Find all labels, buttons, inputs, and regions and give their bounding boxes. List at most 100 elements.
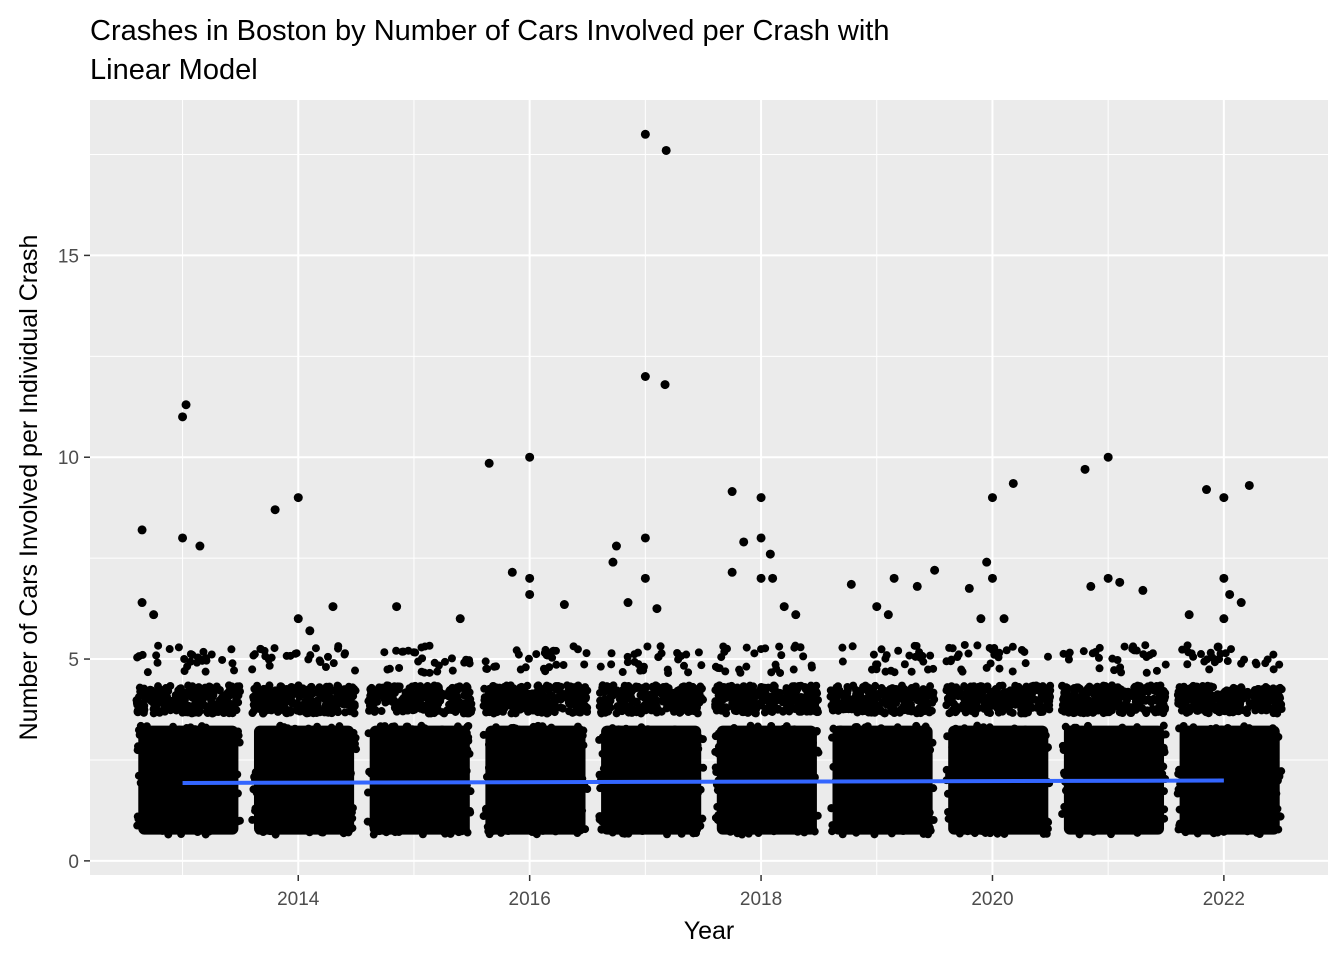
point (227, 645, 236, 654)
point (670, 707, 679, 716)
point (860, 813, 869, 822)
point (1222, 822, 1231, 831)
point (923, 830, 932, 839)
point (184, 772, 193, 781)
point (765, 802, 774, 811)
point (921, 789, 930, 798)
point (1151, 806, 1160, 815)
point (151, 789, 160, 798)
point (596, 662, 605, 671)
point (866, 741, 875, 750)
point (427, 748, 436, 757)
point (550, 748, 559, 757)
point (541, 765, 550, 774)
point (1021, 659, 1030, 668)
point (976, 803, 985, 812)
point (955, 829, 964, 838)
point (884, 729, 893, 738)
point (982, 782, 991, 791)
point (482, 708, 491, 717)
point (721, 667, 730, 676)
point (942, 701, 951, 710)
point (1097, 804, 1106, 813)
point (1272, 789, 1281, 798)
point (173, 763, 182, 772)
point (1196, 734, 1205, 743)
point (400, 821, 409, 830)
point (278, 810, 287, 819)
point (799, 652, 808, 661)
point (848, 739, 857, 748)
point (137, 729, 146, 738)
point (1195, 765, 1204, 774)
point (1007, 808, 1016, 817)
point (344, 783, 353, 792)
point (1127, 786, 1136, 795)
point (175, 725, 184, 734)
point (754, 823, 763, 832)
point (1066, 820, 1075, 829)
point (519, 694, 528, 703)
point (133, 653, 142, 662)
point (947, 655, 956, 664)
point (578, 731, 587, 740)
point (640, 736, 649, 745)
point (555, 687, 564, 696)
point (1158, 730, 1167, 739)
point (841, 701, 850, 710)
point (230, 705, 239, 714)
point (415, 696, 424, 705)
point (789, 665, 798, 674)
point (994, 765, 1003, 774)
point (607, 649, 616, 658)
point (1253, 828, 1262, 837)
point (872, 739, 881, 748)
point (646, 748, 655, 757)
point (915, 762, 924, 771)
point (553, 787, 562, 796)
point (596, 784, 605, 793)
point (858, 806, 867, 815)
point (647, 816, 656, 825)
point (715, 743, 724, 752)
point (206, 683, 215, 692)
point (1010, 724, 1019, 733)
point (339, 816, 348, 825)
point (261, 688, 270, 697)
point (261, 652, 270, 661)
point (662, 769, 671, 778)
point (230, 666, 239, 675)
point (739, 705, 748, 714)
point (666, 814, 675, 823)
point (926, 682, 935, 691)
point (1145, 745, 1154, 754)
point (1021, 788, 1030, 797)
point (665, 821, 674, 830)
point (926, 651, 935, 660)
point (413, 820, 422, 829)
point (197, 722, 206, 731)
point (267, 653, 276, 662)
point (1141, 729, 1150, 738)
point (895, 825, 904, 834)
point (609, 765, 618, 774)
point (1006, 694, 1015, 703)
point (813, 811, 822, 820)
point (295, 789, 304, 798)
point (923, 692, 932, 701)
point (1028, 802, 1037, 811)
point (164, 830, 173, 839)
point (678, 683, 687, 692)
point (1277, 700, 1286, 709)
point (914, 705, 923, 714)
point (764, 824, 773, 833)
point (423, 681, 432, 690)
point (1079, 647, 1088, 656)
point (559, 736, 568, 745)
point (971, 709, 980, 718)
point (667, 783, 676, 792)
point (1082, 690, 1091, 699)
point (1121, 749, 1130, 758)
point (535, 731, 544, 740)
point (1071, 812, 1080, 821)
